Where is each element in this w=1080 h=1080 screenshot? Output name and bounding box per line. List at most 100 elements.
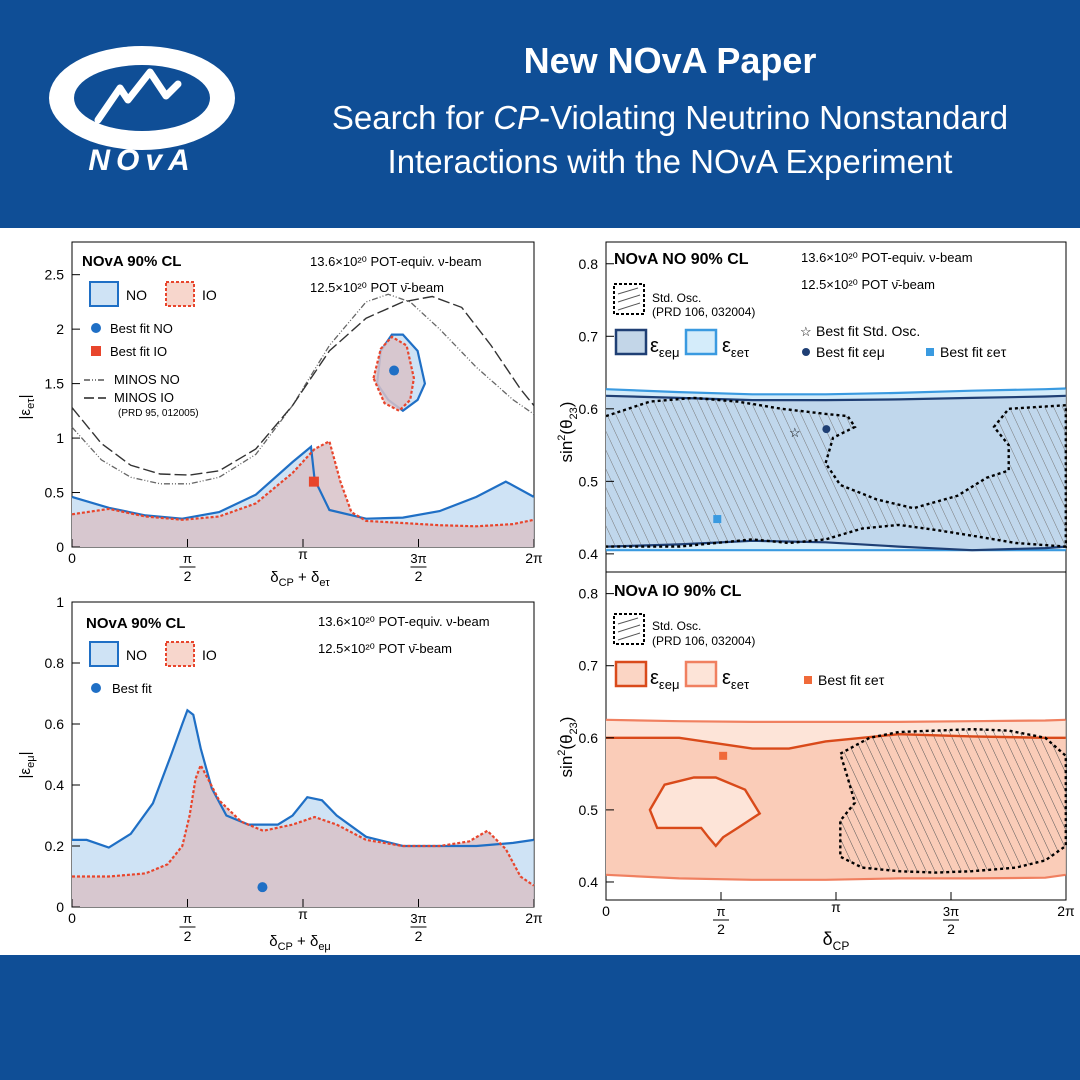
legend-best-no-label: Best fit NO: [110, 321, 173, 336]
y-tick-label: 0.2: [45, 838, 65, 854]
minos-no-line: [71, 293, 535, 485]
footer-band: [0, 955, 1080, 1080]
y-tick-label: 0.8: [579, 586, 599, 602]
logo-text: NOvA: [88, 144, 195, 177]
eem-hole: [649, 777, 760, 846]
y-tick-label: 0.6: [579, 401, 599, 417]
best-fit-eet-marker: [719, 751, 728, 760]
exposure-line-1: 13.6×10²⁰ POT-equiv. ν-beam: [310, 254, 482, 269]
y-tick-label: 0.5: [45, 485, 65, 501]
panel-title: NOvA IO 90% CL: [614, 583, 742, 600]
legend-eem-best-label: Best fit εeμ: [816, 344, 885, 360]
y-tick-label: 1.5: [45, 376, 65, 392]
legend-io-swatch: [165, 641, 195, 667]
std-osc-hatch: [606, 397, 1066, 547]
io-area: [72, 765, 534, 907]
legend-eet-best-label: Best fit εeτ: [940, 344, 1007, 360]
legend-eem-swatch: [614, 328, 648, 356]
x-tick-label: π: [831, 899, 841, 915]
x-axis-label: δCP + δeτ: [270, 569, 330, 587]
page-title: New NOvA Paper: [523, 40, 817, 81]
eet-upper-contour: [605, 387, 1066, 396]
legend-std-osc-label: Std. Osc.: [652, 619, 701, 633]
x-tick-label: 2π: [525, 550, 543, 566]
y-tick-label: 2.5: [45, 267, 65, 283]
y-tick-label: 0.4: [579, 546, 599, 562]
y-tick-label: 0.7: [579, 658, 599, 674]
x-tick-label: π: [717, 904, 726, 919]
legend-minos-io-label: MINOS IO: [114, 390, 174, 405]
legend-eet-swatch: [684, 328, 718, 356]
legend-eem-swatch: [614, 660, 648, 688]
x-tick-label: π: [298, 906, 308, 922]
legend-eet-best-marker: [926, 348, 934, 356]
eem-hole-contour: [648, 776, 762, 848]
panel-title: NOvA 90% CL: [82, 253, 181, 270]
x-axis-label: δCP: [823, 929, 850, 953]
y-tick-label: 1: [56, 594, 64, 610]
legend-eet-swatch: [684, 660, 718, 688]
legend-no-label: NO: [126, 647, 147, 663]
x-tick-label-denominator: 2: [415, 928, 423, 944]
x-tick-label: π: [298, 546, 308, 562]
x-tick-label-denominator: 2: [184, 568, 192, 584]
x-tick-label: 0: [68, 910, 76, 926]
legend-eem-best-marker: [802, 348, 810, 356]
eet-lower-contour: [605, 873, 1066, 881]
y-tick-label: 0.6: [45, 716, 65, 732]
exposure-line-2: 12.5×10²⁰ POT ν̄-beam: [318, 641, 452, 656]
exposure-line-1: 13.6×10²⁰ POT-equiv. ν-beam: [801, 250, 973, 265]
y-tick-label: 2: [56, 321, 64, 337]
std-osc-contour: [605, 396, 1067, 548]
y-tick-label: 0.5: [579, 473, 599, 489]
best-fit-std-marker: ☆: [789, 425, 801, 440]
y-tick-label: 0.5: [579, 802, 599, 818]
legend-io-swatch: [165, 281, 195, 307]
best-fit-marker: [257, 882, 268, 893]
legend-std-osc-ref: (PRD 106, 032004): [652, 634, 755, 648]
legend-std-osc-swatch: [613, 283, 645, 315]
no-contour: [71, 444, 535, 520]
legend-eet-label: εεeτ: [722, 667, 750, 692]
legend-minos-no-label: MINOS NO: [114, 372, 180, 387]
x-tick-label: 3π: [410, 551, 426, 566]
minos-io-line: [71, 295, 535, 476]
legend-std-best-marker: ☆: [800, 324, 812, 339]
exposure-line-1: 13.6×10²⁰ POT-equiv. ν-beam: [318, 614, 490, 629]
legend-best-io-label: Best fit IO: [110, 344, 167, 359]
legend-no-swatch: [89, 281, 119, 307]
y-tick-label: 0.4: [579, 874, 599, 890]
y-tick-label: 0.6: [579, 730, 599, 746]
legend-std-osc-swatch: [613, 613, 645, 645]
io-contour: [71, 439, 535, 528]
y-axis-label: |εeτ|: [17, 395, 37, 420]
panel-title: NOvA NO 90% CL: [614, 251, 749, 268]
x-tick-label: 0: [602, 903, 610, 919]
nova-logo: NOvA: [49, 46, 235, 177]
eem-upper-contour: [605, 394, 1066, 402]
exposure-line-2: 12.5×10²⁰ POT ν̄-beam: [310, 280, 444, 295]
legend-eet-best-marker: [804, 676, 812, 684]
y-tick-label: 0: [56, 899, 64, 915]
x-tick-label: 3π: [943, 904, 959, 919]
legend-no-swatch: [89, 641, 119, 667]
y-tick-label: 0.8: [579, 256, 599, 272]
x-tick-label: π: [183, 911, 192, 926]
legend-best-io-marker: [91, 346, 101, 356]
exposure-line-2: 12.5×10²⁰ POT ν̄-beam: [801, 277, 935, 292]
paper-title: Search for CP-Violating Neutrino Nonstan…: [331, 99, 1009, 180]
x-tick-label-denominator: 2: [947, 921, 955, 937]
x-tick-label-denominator: 2: [717, 921, 725, 937]
legend-io-label: IO: [202, 647, 217, 663]
chart-th23-no: ☆ 0.4 0.5 0.6 0.7 0.8 NOvA NO 90% CL 13.6×10²…: [556, 241, 1067, 572]
legend-no-label: NO: [126, 287, 147, 303]
y-axis-label: |εeμ|: [17, 752, 37, 779]
best-fit-eem-marker: [822, 425, 831, 434]
legend-io-label: IO: [202, 287, 217, 303]
io-area: [72, 441, 534, 547]
x-tick-label: 0: [68, 550, 76, 566]
y-tick-label: 0: [56, 539, 64, 555]
x-tick-label-denominator: 2: [415, 568, 423, 584]
y-axis-label: sin2(θ23): [556, 402, 580, 463]
